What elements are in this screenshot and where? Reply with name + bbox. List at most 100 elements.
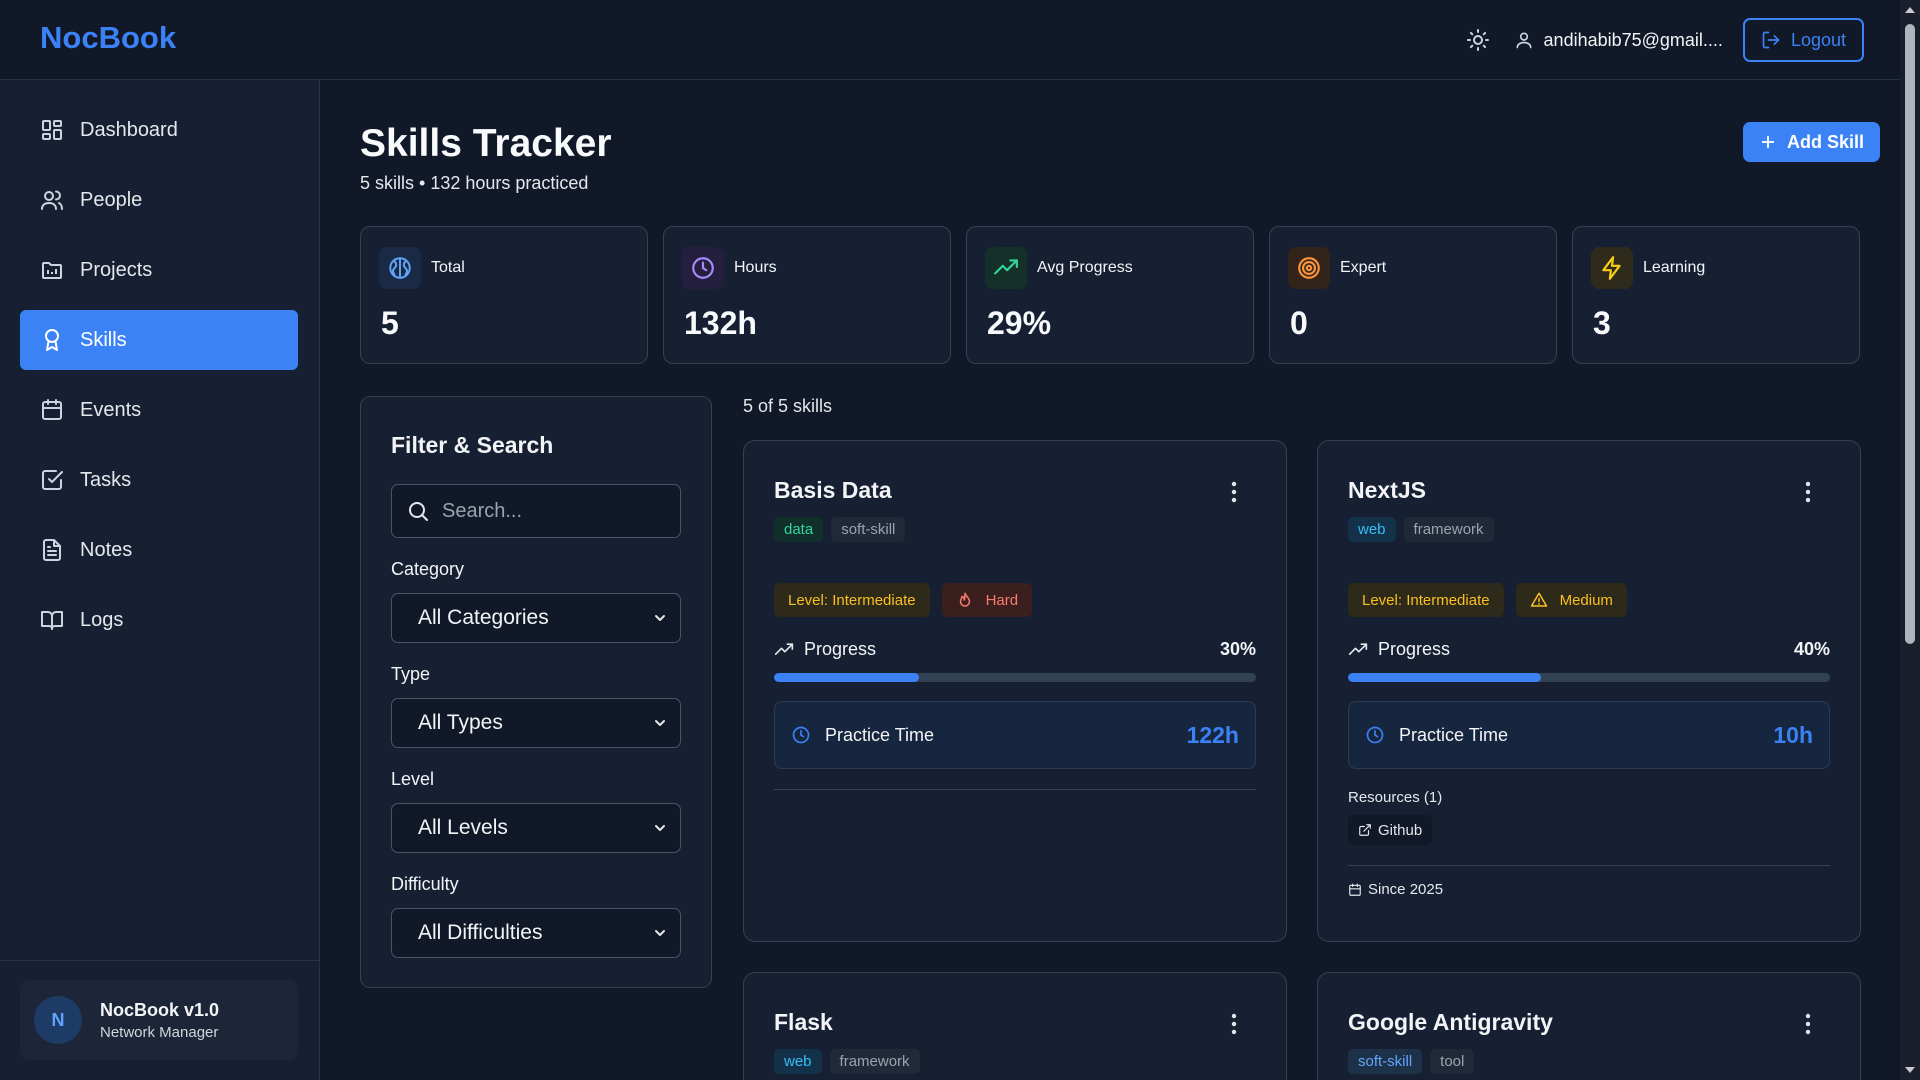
header-actions: andihabib75@gmail.... Logout [1466, 18, 1864, 62]
practice-value: 10h [1773, 721, 1813, 748]
app-logo[interactable]: NocBook [40, 20, 177, 55]
practice-value: 122h [1186, 721, 1239, 748]
search-box[interactable] [391, 484, 681, 538]
practice-time-box: Practice Time 122h [774, 701, 1256, 769]
search-input[interactable] [442, 499, 662, 523]
filter-title: Filter & Search [391, 432, 554, 458]
skill-title: NextJS [1348, 477, 1426, 503]
chevron-down-icon [655, 825, 665, 831]
scroll-down-arrow-icon[interactable] [1904, 1064, 1916, 1076]
skill-card[interactable]: Google Antigravity soft-skill tool [1317, 972, 1861, 1080]
projects-icon [42, 262, 62, 279]
stat-label: Expert [1340, 259, 1387, 276]
sidebar-item-people[interactable]: People [20, 170, 298, 230]
card-divider [774, 789, 1256, 790]
type-tag: tool [1430, 1049, 1475, 1074]
page-scrollbar[interactable] [1900, 0, 1920, 1080]
practice-label: Practice Time [1399, 724, 1509, 745]
add-skill-button[interactable]: Add Skill [1742, 122, 1880, 162]
top-bar: NocBook andihabib75@gmail.... Logout [0, 0, 1900, 80]
progress-bar [1348, 673, 1830, 682]
practice-label: Practice Time [825, 724, 935, 745]
stat-card-learning: Learning 3 [1572, 226, 1860, 364]
level-badge: Level: Intermediate [774, 583, 930, 617]
plus-icon [1761, 135, 1775, 149]
tasks-icon [42, 470, 63, 490]
category-tag: soft-skill [1348, 1049, 1423, 1074]
stat-label: Avg Progress [1037, 259, 1133, 276]
sidebar-item-label: Notes [80, 538, 133, 561]
difficulty-value: All Difficulties [418, 921, 543, 944]
resources-label: Resources (1) [1348, 789, 1443, 806]
skill-title: Google Antigravity [1348, 1009, 1553, 1035]
skills-icon [45, 329, 59, 351]
trending-up-icon [985, 247, 1027, 289]
difficulty-badge: Hard [941, 583, 1033, 617]
results-count: 5 of 5 skills [743, 396, 833, 416]
stat-label: Learning [1643, 259, 1706, 276]
sun-icon[interactable] [1466, 28, 1490, 52]
stat-value: 132h [684, 305, 757, 341]
flame-icon [959, 592, 970, 607]
more-vertical-icon[interactable] [1224, 479, 1244, 505]
skill-card[interactable]: Basis Data data soft-skill Level: Interm… [743, 440, 1287, 942]
level-select[interactable]: All Levels [391, 803, 681, 853]
logout-label: Logout [1790, 29, 1846, 50]
skill-card[interactable]: NextJS web framework Level: Intermediate… [1317, 440, 1861, 942]
more-vertical-icon[interactable] [1798, 1011, 1818, 1037]
version-title: NocBook v1.0 [100, 999, 220, 1020]
sidebar-item-notes[interactable]: Notes [20, 520, 298, 580]
sidebar-item-logs[interactable]: Logs [20, 590, 298, 650]
category-select[interactable]: All Categories [391, 593, 681, 643]
difficulty-select[interactable]: All Difficulties [391, 908, 681, 958]
since-date: Since 2025 [1348, 881, 1443, 898]
stat-card-expert: Expert 0 [1269, 226, 1557, 364]
sidebar-item-projects[interactable]: Projects [20, 240, 298, 300]
sidebar-item-dashboard[interactable]: Dashboard [20, 100, 298, 160]
user-menu[interactable]: andihabib75@gmail.... [1514, 30, 1723, 51]
logout-icon [1762, 31, 1780, 49]
type-label: Type [391, 664, 431, 684]
sidebar-item-label: Skills [80, 328, 127, 351]
scroll-thumb[interactable] [1905, 24, 1915, 644]
sidebar-item-events[interactable]: Events [20, 380, 298, 440]
since-text: Since 2025 [1368, 881, 1444, 898]
logout-button[interactable]: Logout [1742, 18, 1864, 62]
warning-icon [1530, 592, 1547, 607]
user-icon [1516, 32, 1532, 49]
skill-card[interactable]: Flask web framework [743, 972, 1287, 1080]
sidebar-item-label: Tasks [80, 468, 132, 491]
resource-link[interactable]: Github [1348, 815, 1433, 845]
more-vertical-icon[interactable] [1798, 479, 1818, 505]
sidebar: Dashboard People Projects Skills Events … [0, 80, 320, 1080]
sidebar-item-skills[interactable]: Skills [20, 310, 298, 370]
chevron-down-icon [655, 930, 665, 936]
avatar: N [34, 996, 82, 1044]
stat-value: 5 [381, 305, 399, 341]
main-content: Skills Tracker 5 skills • 132 hours prac… [320, 80, 1900, 1080]
category-label: Category [391, 559, 465, 579]
progress-label: Progress [804, 639, 877, 659]
filter-panel: Filter & Search Category All Categories … [360, 396, 712, 988]
level-label: Level [391, 769, 435, 789]
progress-percent: 30% [1219, 639, 1256, 659]
chevron-down-icon [655, 720, 665, 726]
stat-value: 29% [987, 305, 1052, 341]
calendar-icon [1349, 883, 1361, 896]
dashboard-icon [42, 120, 62, 140]
scroll-up-arrow-icon[interactable] [1904, 4, 1916, 16]
difficulty-badge: Medium [1515, 583, 1627, 617]
stat-label: Total [431, 259, 465, 276]
sidebar-item-label: Logs [80, 608, 124, 631]
card-divider [1348, 865, 1830, 866]
type-tag: framework [829, 1049, 920, 1074]
brain-icon [379, 247, 421, 289]
type-select[interactable]: All Types [391, 698, 681, 748]
category-value: All Categories [418, 606, 549, 629]
trending-up-icon [774, 642, 794, 655]
more-vertical-icon[interactable] [1224, 1011, 1244, 1037]
difficulty-text: Hard [985, 591, 1019, 609]
sidebar-item-tasks[interactable]: Tasks [20, 450, 298, 510]
stat-label: Hours [734, 259, 777, 276]
version-card: N NocBook v1.0 Network Manager [20, 980, 298, 1060]
